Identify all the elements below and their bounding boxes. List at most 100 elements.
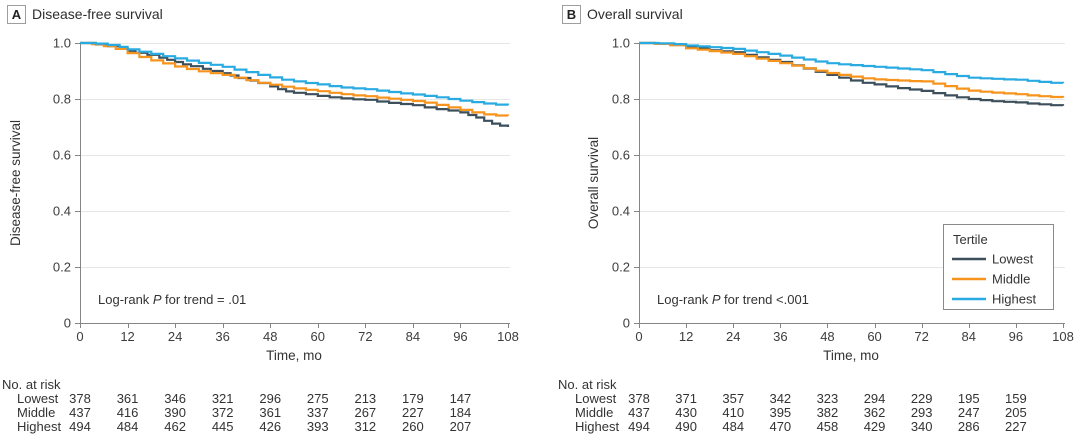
axes: 0 12 24 36 48 60 72 84 96 108 1.0 0.8 0.6 0.4 0.2 0 xyxy=(53,36,519,345)
at-risk-value: 346 xyxy=(164,391,186,406)
panel-title: Disease-free survival xyxy=(32,6,163,22)
at-risk-table: Lowest 378 361 346 321 296 275 213 179 147 Middle 4… xyxy=(17,391,471,434)
legend: Tertile Lowest Middle Highest xyxy=(943,224,1054,310)
panel-overall-survival: 0 12 24 36 48 60 72 84 96 108 1.0 0.8 0.6 0.4 0.2 0 B O… xyxy=(558,5,1074,434)
panel-label-box xyxy=(7,5,26,24)
at-risk-value: 395 xyxy=(769,405,791,420)
at-risk-value: 426 xyxy=(259,419,281,434)
x-tick-label: 12 xyxy=(679,329,693,344)
y-tick-label: 1.0 xyxy=(53,36,71,51)
at-risk-value: 378 xyxy=(69,391,91,406)
at-risk-value: 361 xyxy=(117,391,139,406)
panel-label-box xyxy=(562,5,581,24)
at-risk-value: 293 xyxy=(911,405,933,420)
at-risk-value: 184 xyxy=(450,405,472,420)
x-tick-label: 84 xyxy=(962,329,976,344)
survival-curves xyxy=(80,41,510,127)
at-risk-header: No. at risk xyxy=(2,377,61,392)
at-risk-value: 296 xyxy=(259,391,281,406)
at-risk-value: 361 xyxy=(259,405,281,420)
km-curve-highest xyxy=(639,41,1065,84)
at-risk-value: 494 xyxy=(628,419,650,434)
legend-title: Tertile xyxy=(953,232,988,247)
panel-letter: A xyxy=(12,7,22,22)
at-risk-table: Lowest 378 371 357 342 323 294 229 195 159 Middle 4… xyxy=(575,391,1027,434)
km-curve-middle xyxy=(80,41,510,117)
at-risk-value: 445 xyxy=(212,419,234,434)
x-tick-label: 48 xyxy=(820,329,834,344)
x-tick-label: 60 xyxy=(311,329,325,344)
x-tick-label: 60 xyxy=(867,329,881,344)
at-risk-value: 429 xyxy=(864,419,886,434)
at-risk-value: 205 xyxy=(1005,405,1027,420)
y-tick-label: 1.0 xyxy=(612,36,630,51)
gridlines xyxy=(639,43,1065,268)
at-risk-value: 179 xyxy=(402,391,424,406)
x-tick-label: 0 xyxy=(76,329,83,344)
y-tick-label: 0.8 xyxy=(53,92,71,107)
at-risk-row-name: Highest xyxy=(17,419,61,434)
panel-letter: B xyxy=(567,7,576,22)
gridlines xyxy=(80,43,510,268)
at-risk-value: 275 xyxy=(307,391,329,406)
at-risk-value: 390 xyxy=(164,405,186,420)
y-tick-label: 0.2 xyxy=(612,260,630,275)
y-tick-label: 0.2 xyxy=(53,260,71,275)
y-tick-label: 0.6 xyxy=(612,148,630,163)
at-risk-value: 437 xyxy=(628,405,650,420)
at-risk-row-name: Middle xyxy=(575,405,613,420)
at-risk-value: 410 xyxy=(722,405,744,420)
at-risk-value: 458 xyxy=(817,419,839,434)
x-tick-label: 24 xyxy=(726,329,740,344)
legend-label-highest: Highest xyxy=(992,292,1036,307)
at-risk-row-name: Middle xyxy=(17,405,55,420)
x-tick-label: 96 xyxy=(453,329,467,344)
legend-label-middle: Middle xyxy=(992,272,1030,287)
y-tick-label: 0.4 xyxy=(53,204,71,219)
y-tick-label: 0 xyxy=(64,316,71,331)
at-risk-value: 294 xyxy=(864,391,886,406)
at-risk-header: No. at risk xyxy=(558,377,617,392)
panel-title: Overall survival xyxy=(587,6,683,22)
at-risk-value: 416 xyxy=(117,405,139,420)
at-risk-value: 430 xyxy=(675,405,697,420)
x-axis-label: Time, mo xyxy=(266,348,322,363)
panel-disease-free-survival: 0 12 24 36 48 60 72 84 96 108 1.0 0.8 0.6 0.4 0.2 0 A D… xyxy=(2,5,519,434)
at-risk-value: 437 xyxy=(69,405,91,420)
at-risk-value: 247 xyxy=(958,405,980,420)
km-curve-lowest xyxy=(80,41,510,127)
km-curve-highest xyxy=(80,41,510,106)
at-risk-value: 207 xyxy=(450,419,472,434)
at-risk-value: 357 xyxy=(722,391,744,406)
at-risk-value: 490 xyxy=(675,419,697,434)
y-tick-label: 0 xyxy=(623,316,630,331)
at-risk-value: 378 xyxy=(628,391,650,406)
at-risk-value: 227 xyxy=(402,405,424,420)
y-tick-label: 0.8 xyxy=(612,92,630,107)
x-tick-label: 96 xyxy=(1009,329,1023,344)
at-risk-row-name: Lowest xyxy=(17,391,59,406)
x-tick-label: 108 xyxy=(497,329,519,344)
at-risk-value: 337 xyxy=(307,405,329,420)
at-risk-value: 147 xyxy=(450,391,472,406)
x-tick-label: 24 xyxy=(168,329,182,344)
at-risk-value: 321 xyxy=(212,391,234,406)
at-risk-value: 462 xyxy=(164,419,186,434)
x-tick-label: 36 xyxy=(773,329,787,344)
km-curve-middle xyxy=(639,41,1065,99)
at-risk-value: 372 xyxy=(212,405,234,420)
at-risk-value: 340 xyxy=(911,419,933,434)
legend-box xyxy=(943,224,1054,310)
at-risk-value: 484 xyxy=(117,419,139,434)
at-risk-value: 195 xyxy=(958,391,980,406)
x-tick-label: 84 xyxy=(406,329,420,344)
at-risk-value: 227 xyxy=(1005,419,1027,434)
at-risk-value: 312 xyxy=(354,419,376,434)
at-risk-row-name: Highest xyxy=(575,419,619,434)
at-risk-value: 371 xyxy=(675,391,697,406)
at-risk-value: 484 xyxy=(722,419,744,434)
x-tick-label: 12 xyxy=(120,329,134,344)
x-tick-label: 0 xyxy=(635,329,642,344)
